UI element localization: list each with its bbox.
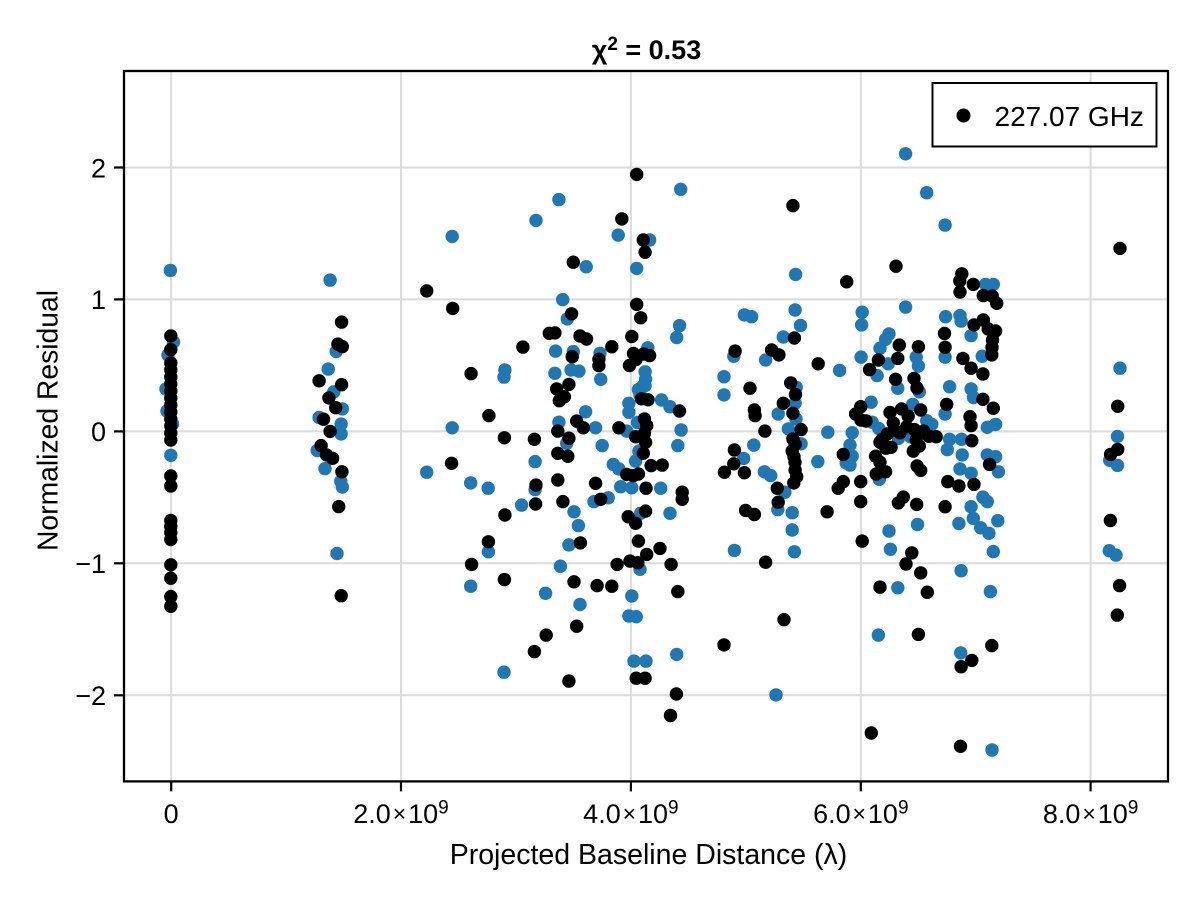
svg-text:0: 0 xyxy=(164,799,179,829)
svg-text:−1: −1 xyxy=(75,549,106,579)
svg-text:Normalized Residual: Normalized Residual xyxy=(32,290,64,551)
svg-text:1: 1 xyxy=(91,285,106,315)
svg-text:Projected Baseline Distance (λ: Projected Baseline Distance (λ) xyxy=(450,839,848,871)
svg-text:−2: −2 xyxy=(75,681,106,711)
svg-text:0: 0 xyxy=(91,417,106,447)
svg-text:8.0 × 109: 8.0 × 109 xyxy=(1043,798,1138,830)
svg-text:6.0 × 109: 6.0 × 109 xyxy=(813,798,908,830)
svg-text:2.0 × 109: 2.0 × 109 xyxy=(353,798,448,830)
svg-text:4.0 × 109: 4.0 × 109 xyxy=(583,798,678,830)
svg-text:2: 2 xyxy=(91,153,106,183)
svg-text:227.07 GHz: 227.07 GHz xyxy=(995,101,1144,132)
